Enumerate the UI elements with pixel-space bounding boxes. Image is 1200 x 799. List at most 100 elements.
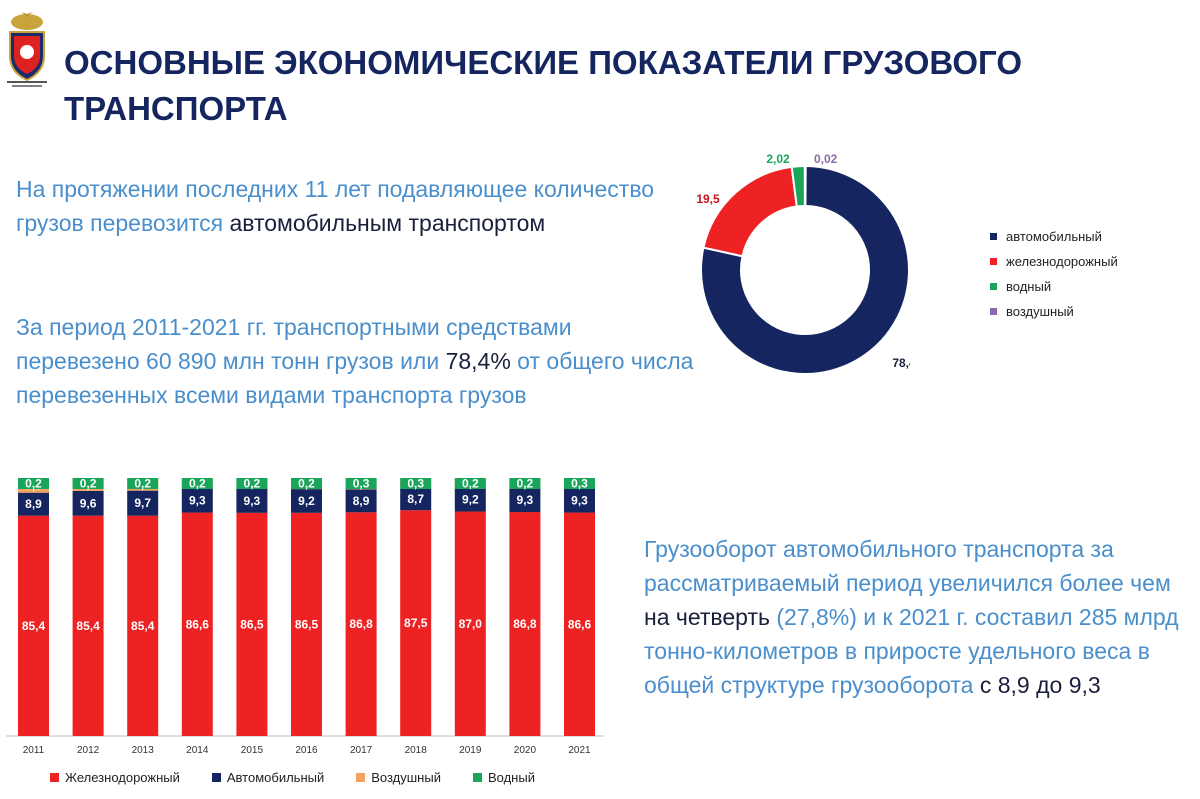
bar-value-label: 0,2 [244,477,261,491]
bar-segment-автомобильный [564,488,595,513]
bar-segment-водный [181,478,213,489]
bar-value-label: 8,7 [407,492,424,506]
bar-value-label: 86,6 [186,617,210,631]
bar-value-label: 0,2 [80,477,97,491]
bar-value-label: 0,2 [134,477,151,491]
x-tick-label: 2019 [459,745,482,756]
donut-legend-item: водный [990,274,1170,299]
bar-value-label: 86,8 [513,617,537,631]
period-text: За период 2011-2021 гг. транспортными ср… [16,314,694,408]
bar-value-label: 0,2 [462,477,479,491]
bar-segment-железнодорожный [509,512,541,736]
legend-swatch [211,772,221,782]
donut-chart: 78,4 19,5 2,02 0,02 [696,152,910,375]
donut-legend-item: железнодорожный [990,249,1170,274]
bar-segment-автомобильный [181,488,213,513]
intro-text: На протяжении последних 11 лет подавляющ… [16,176,655,236]
bar-segment-автомобильный [236,488,268,513]
legend-label: Железнодорожный [65,769,180,785]
legend-label: железнодорожный [1006,254,1118,269]
donut-legend-item: воздушный [990,299,1170,324]
legend-swatch [50,772,59,782]
bar-segment-автомобильный [509,488,541,513]
bar-segment-железнодорожный [345,512,377,736]
x-tick-label: 2016 [295,745,318,756]
emblem-logo [7,12,47,87]
bar-segment-автомобильный [291,489,322,513]
bar-value-label: 9,3 [189,494,206,508]
x-tick-label: 2017 [350,745,373,756]
turnover-highlight-quarter: на четверть [644,604,770,630]
x-tick-label: 2014 [186,745,209,756]
bar-legend-item: Воздушный [356,770,441,785]
legend-label: водный [1006,279,1052,294]
bar-value-label: 8,9 [353,494,370,508]
donut-label-1: 19,5 [696,192,720,206]
bar-segment-железнодорожный [291,512,322,736]
bar-value-label: 0,2 [189,477,206,491]
legend-swatch [472,772,482,782]
bar-value-label: 9,2 [462,493,479,507]
bar-segment-водный [18,478,49,489]
bar-value-label: 9,3 [244,494,261,508]
bar-segment-автомобильный [345,489,377,513]
bar-value-label: 0,3 [571,477,588,491]
bar-value-label: 0,3 [353,477,370,491]
donut-slice-1 [702,165,798,258]
bar-segment-железнодорожный [564,512,595,736]
bar-value-label: 9,6 [80,496,97,510]
bar-value-label: 9,2 [298,494,315,508]
donut-legend-item: автомобильный [990,224,1170,249]
intro-highlight: автомобильным транспортом [229,210,546,236]
bar-value-label: 9,3 [517,493,534,507]
bar-segment-водный [454,478,486,489]
bar-segment-автомобильный [72,490,104,516]
bar-segment-железнодорожный [72,515,104,736]
bar-value-label: 87,5 [404,616,428,630]
bar-segment-автомобильный [454,487,486,512]
donut-label-2: 2,02 [766,152,790,166]
bar-segment-водный [345,478,377,489]
bar-segment-водный [127,478,159,489]
bar-legend-item: Железнодорожный [50,770,180,785]
legend-label: Воздушный [371,769,441,785]
x-tick-label: 2018 [405,745,428,756]
bar-value-label: 9,7 [134,496,151,510]
legend-swatch [990,233,997,240]
bar-value-label: 85,4 [22,619,46,633]
bar-segment-автомобильный [127,490,159,516]
legend-swatch [356,772,366,782]
bar-value-label: 87,0 [459,617,483,631]
stacked-bar-chart: 85,48,95,50,2201185,49,64,80,2201285,49,… [6,476,604,756]
bar-segment-железнодорожный [454,511,486,736]
donut-label-0: 78,4 [892,356,910,370]
bar-legend-item: Автомобильный [211,769,325,785]
bar-value-label: 85,4 [76,619,100,633]
bar-segment-водный [72,478,104,489]
turnover-text: Грузооборот автомобильного транспорта за… [644,536,1179,698]
legend-label: Автомобильный [226,769,325,785]
bar-segment-водный [291,478,322,489]
x-tick-label: 2011 [23,745,45,756]
bar-value-label: 0,2 [25,477,42,491]
bar-value-label: 9,3 [571,494,588,508]
legend-swatch [990,258,997,265]
bar-value-label: 86,6 [568,617,592,631]
bar-value-label: 0,2 [298,477,315,491]
x-tick-label: 2020 [514,745,537,756]
legend-label: воздушный [1006,304,1074,319]
bar-value-label: 86,5 [295,617,319,631]
bar-value-label: 86,8 [349,617,373,631]
legend-label: автомобильный [1006,229,1102,244]
bar-value-label: 8,9 [25,497,42,511]
turnover-highlight-range: с 8,9 до 9,3 [979,672,1101,698]
bar-segment-автомобильный [400,487,432,511]
bar-segment-железнодорожный [181,512,213,736]
bar-segment-железнодорожный [18,515,49,736]
bar-segment-железнодорожный [236,512,268,736]
bar-legend: Железнодорожный Автомобильный Воздушный Вод… [50,766,567,788]
donut-slice-3 [803,165,807,208]
legend-label: Водный [487,769,535,785]
x-tick-label: 2015 [241,745,264,756]
period-highlight: 78,4% [445,348,511,374]
